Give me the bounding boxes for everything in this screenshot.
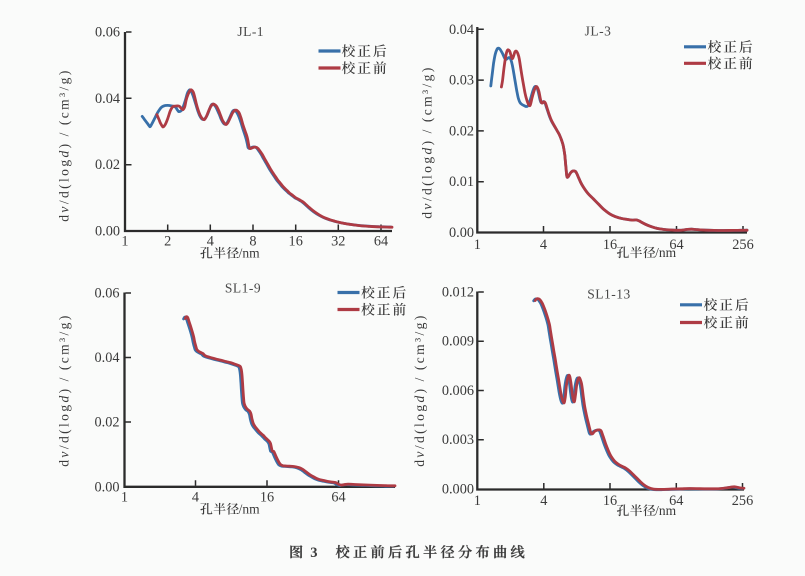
- svg-text:dv/d(logd) / (cm³/g): dv/d(logd) / (cm³/g): [420, 65, 435, 218]
- svg-text:0.003: 0.003: [442, 432, 474, 448]
- svg-text:64: 64: [331, 490, 345, 506]
- svg-text:32: 32: [331, 234, 345, 250]
- svg-text:4: 4: [540, 493, 547, 509]
- svg-text:4: 4: [540, 237, 547, 253]
- svg-text:0.04: 0.04: [95, 91, 120, 107]
- svg-text:/nm: /nm: [655, 503, 677, 518]
- svg-text:0.012: 0.012: [442, 285, 474, 301]
- svg-text:0.00: 0.00: [95, 224, 120, 240]
- svg-text:dv/d(logd) / (cm³/g): dv/d(logd) / (cm³/g): [57, 313, 72, 466]
- svg-text:0.000: 0.000: [442, 482, 474, 498]
- svg-text:0.06: 0.06: [95, 25, 120, 41]
- svg-text:0.01: 0.01: [449, 174, 474, 190]
- svg-text:1: 1: [121, 490, 128, 506]
- svg-text:0.006: 0.006: [442, 383, 474, 399]
- svg-text:16: 16: [603, 237, 617, 253]
- svg-text:16: 16: [260, 490, 274, 506]
- svg-text:0.02: 0.02: [95, 157, 120, 173]
- svg-text:JL-1: JL-1: [237, 24, 264, 39]
- svg-text:1: 1: [474, 493, 481, 509]
- svg-text:1: 1: [121, 234, 128, 250]
- svg-text:0.00: 0.00: [94, 479, 119, 495]
- svg-text:SL1-9: SL1-9: [225, 281, 261, 296]
- svg-text:64: 64: [374, 234, 388, 250]
- svg-text:0.00: 0.00: [449, 225, 474, 241]
- svg-text:16: 16: [289, 234, 303, 250]
- svg-text:0.03: 0.03: [449, 73, 474, 89]
- svg-text:/nm: /nm: [655, 245, 677, 260]
- svg-text:64: 64: [669, 493, 683, 509]
- svg-text:JL-3: JL-3: [585, 24, 612, 39]
- svg-text:0.009: 0.009: [442, 334, 474, 350]
- svg-text:16: 16: [603, 493, 617, 509]
- svg-text:SL1-13: SL1-13: [587, 287, 631, 302]
- svg-text:2: 2: [164, 234, 171, 250]
- svg-text:0.02: 0.02: [449, 123, 474, 139]
- svg-text:0.04: 0.04: [449, 22, 474, 38]
- svg-text:64: 64: [669, 237, 683, 253]
- svg-text:3: 3: [310, 545, 317, 561]
- svg-text:dv/d(logd) / (cm³/g): dv/d(logd) / (cm³/g): [412, 313, 427, 466]
- svg-text:/nm: /nm: [239, 502, 261, 517]
- svg-text:/nm: /nm: [239, 246, 261, 261]
- svg-text:0.06: 0.06: [94, 286, 119, 302]
- svg-text:0.04: 0.04: [94, 350, 119, 366]
- svg-text:1: 1: [474, 237, 481, 253]
- svg-text:0.02: 0.02: [94, 415, 119, 431]
- svg-text:4: 4: [192, 490, 199, 506]
- svg-text:4: 4: [207, 234, 214, 250]
- svg-text:8: 8: [249, 234, 256, 250]
- svg-text:256: 256: [732, 493, 753, 509]
- svg-text:256: 256: [732, 237, 753, 253]
- svg-text:dv/d(logd) / (cm³/g): dv/d(logd) / (cm³/g): [57, 68, 72, 221]
